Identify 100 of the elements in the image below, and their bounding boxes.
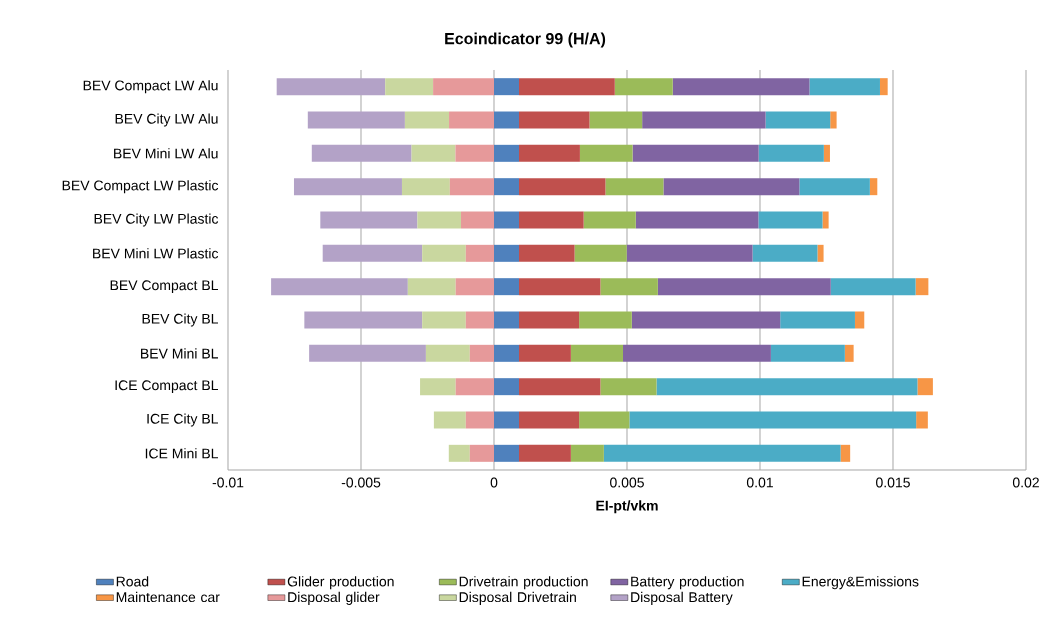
bar (404, 111, 450, 129)
bar (465, 244, 495, 262)
bar (422, 311, 466, 329)
bar (494, 311, 519, 329)
bar (469, 444, 495, 462)
bar (494, 111, 519, 129)
bar (603, 444, 841, 462)
bar (422, 244, 466, 262)
y-tick-label: BEV Compact LW Plastic (62, 180, 219, 194)
bar (311, 144, 412, 162)
y-tick-label: ICE City BL (147, 413, 218, 427)
x-tick-label: 0.02 (1012, 477, 1039, 488)
bar (614, 78, 673, 96)
bar (469, 344, 495, 362)
bar (629, 411, 917, 429)
bar (461, 211, 495, 229)
bar (589, 111, 643, 129)
bar (632, 144, 759, 162)
bar (519, 78, 615, 96)
bar (494, 444, 519, 462)
bar (579, 311, 632, 329)
bar (417, 211, 462, 229)
bar (917, 378, 933, 396)
bar (455, 278, 495, 296)
bar (840, 444, 851, 462)
bar (605, 178, 664, 196)
bar (869, 178, 878, 196)
bar (494, 378, 519, 396)
bar (916, 411, 928, 429)
bar (809, 78, 880, 96)
bar (822, 211, 829, 229)
bar (385, 78, 434, 96)
y-tick-label: BEV Compact LW Alu (83, 80, 218, 94)
bar (583, 211, 636, 229)
x-tick-label: 0 (490, 477, 498, 488)
legend-label: Energy&Emissions (802, 576, 919, 590)
bar (752, 244, 818, 262)
bar (519, 178, 606, 196)
legend-label: Maintenance car (116, 591, 220, 603)
bar (307, 111, 405, 129)
bar (465, 411, 495, 429)
legend-label: Disposal glider (288, 591, 380, 605)
bar (657, 278, 831, 296)
bar (455, 144, 495, 162)
bar (631, 311, 781, 329)
bar (519, 444, 571, 462)
bar (519, 278, 601, 296)
bar (765, 111, 831, 129)
bar (579, 411, 630, 429)
bar (574, 244, 627, 262)
bar (309, 344, 426, 362)
bar (449, 111, 495, 129)
bar (519, 378, 601, 396)
bar (401, 178, 450, 196)
x-tick-label: 0.015 (876, 477, 910, 488)
bar (304, 311, 423, 329)
bar (494, 411, 519, 429)
bar (271, 278, 408, 296)
y-tick-label: ICE Compact BL (115, 380, 218, 393)
bar (626, 244, 753, 262)
bar (494, 278, 519, 296)
y-tick-label: BEV Mini BL (141, 348, 218, 359)
x-tick-label: -0.005 (341, 477, 381, 488)
bar (494, 178, 519, 196)
bar (320, 211, 418, 229)
bar (799, 178, 870, 196)
y-tick-label: BEV Mini LW Alu (114, 148, 218, 159)
bar (656, 378, 918, 396)
bar (293, 178, 402, 196)
bar (519, 344, 571, 362)
legend-label: Disposal Drivetrain (459, 591, 576, 605)
bar (915, 278, 929, 296)
bar (449, 178, 495, 196)
bar (635, 211, 759, 229)
y-tick-label: BEV City LW Alu (115, 113, 218, 127)
chart-title: Ecoindicator 99 (H/A) (445, 32, 606, 48)
bar (494, 244, 519, 262)
x-tick-label: 0.01 (746, 477, 773, 488)
y-tick-label: ICE Mini BL (145, 448, 218, 459)
bar (600, 278, 658, 296)
legend-label: Disposal Battery (631, 591, 733, 605)
legend-label: Road (116, 576, 149, 587)
legend-label: Glider production (287, 576, 394, 590)
bar (494, 211, 519, 229)
bar (817, 244, 824, 262)
bar (455, 378, 495, 396)
bar (642, 111, 766, 129)
x-tick-label: -0.01 (212, 477, 244, 488)
bar (322, 244, 423, 262)
bar (672, 78, 810, 96)
bar (879, 78, 888, 96)
bar (494, 144, 519, 162)
bar (623, 344, 771, 362)
bar (758, 144, 824, 162)
bar (830, 111, 837, 129)
bar (448, 444, 470, 462)
bar (663, 178, 800, 196)
bar (854, 311, 865, 329)
bar (570, 344, 624, 362)
bar (433, 78, 495, 96)
